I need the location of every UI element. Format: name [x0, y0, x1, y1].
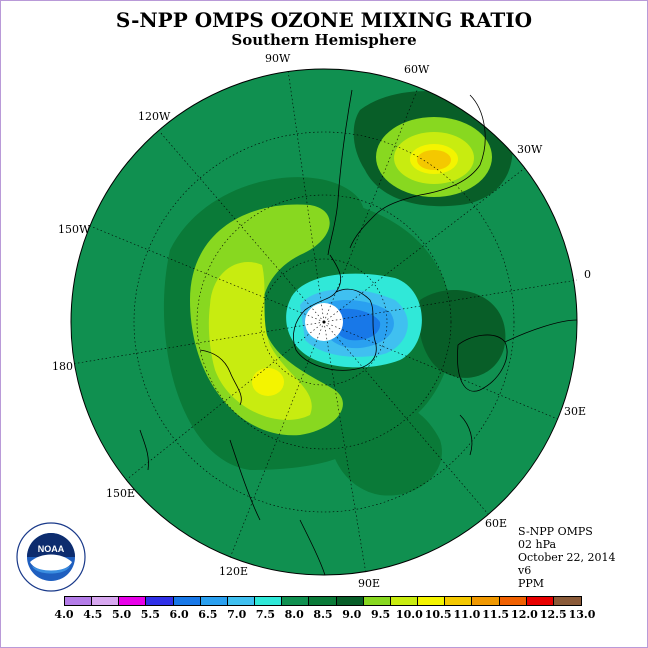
colorbar-swatch	[472, 597, 500, 605]
colorbar-tick-label: 6.0	[169, 608, 189, 621]
colorbar-tick-label: 8.0	[284, 608, 304, 621]
noaa-logo: NOAA	[16, 522, 86, 592]
lon-label-90w: 90W	[265, 52, 291, 65]
colorbar-swatch	[146, 597, 174, 605]
colorbar-tick-label: 10.5	[424, 608, 452, 621]
colorbar-swatch	[445, 597, 473, 605]
product-info: S-NPP OMPS 02 hPa October 22, 2014 v6 PP…	[518, 525, 616, 590]
info-version: v6	[518, 564, 532, 577]
colorbar-tick-label: 13.0	[568, 608, 596, 621]
colorbar-swatch	[200, 597, 228, 605]
lon-label-0: 0	[584, 268, 591, 281]
colorbar-swatch	[336, 597, 364, 605]
colorbar-tick-label: 12.5	[539, 608, 567, 621]
colorbar-swatch	[526, 597, 554, 605]
colorbar-swatch	[227, 597, 256, 605]
colorbar-swatch	[173, 597, 201, 605]
colorbar-swatch	[255, 597, 283, 605]
colorbar-tick-label: 9.0	[342, 608, 362, 621]
colorbar	[64, 596, 582, 606]
colorbar-tick-label: 12.0	[511, 608, 538, 621]
lon-label-30e: 30E	[564, 405, 587, 418]
lon-label-150e: 150E	[106, 487, 136, 500]
lon-label-90e: 90E	[358, 577, 381, 590]
lon-label-30w: 30W	[517, 143, 543, 156]
coastlines	[139, 89, 578, 576]
colorbar-swatch	[119, 597, 147, 605]
lon-label-120w: 120W	[138, 110, 171, 123]
colorbar-tick-label: 10.0	[395, 608, 423, 621]
lon-label-150w: 150W	[58, 223, 91, 236]
colorbar-swatch	[418, 597, 446, 605]
colorbar-tick-label: 7.0	[227, 608, 247, 621]
colorbar-tick-label: 7.5	[255, 608, 276, 621]
map-subtitle: Southern Hemisphere	[231, 31, 417, 49]
colorbar-swatch	[390, 597, 419, 605]
colorbar-tick-label: 8.5	[313, 608, 333, 621]
colorbar-ticks: 4.0 4.5 5.0 5.5 6.0 6.5 7.0 7.5 8.0 8.5 9.0 9.5 10.0…	[0, 608, 648, 624]
colorbar-tick-label: 4.0	[54, 608, 74, 621]
lon-label-60w: 60W	[404, 63, 430, 76]
info-date: October 22, 2014	[518, 551, 616, 564]
colorbar-swatch	[92, 597, 120, 605]
colorbar-tick-label: 4.5	[83, 608, 103, 621]
colorbar-tick-label: 5.5	[140, 608, 160, 621]
colorbar-swatch	[65, 597, 93, 605]
lon-label-60e: 60E	[485, 517, 508, 530]
colorbar-tick-label: 9.5	[370, 608, 391, 621]
lon-label-120e: 120E	[219, 565, 249, 578]
colorbar-swatch	[309, 597, 337, 605]
graticule	[71, 69, 578, 575]
lon-label-180: 180	[52, 360, 73, 373]
info-level: 02 hPa	[518, 538, 557, 551]
map-boundary	[70, 68, 578, 576]
info-product: S-NPP OMPS	[518, 525, 593, 538]
noaa-logo-text: NOAA	[38, 544, 65, 554]
colorbar-swatch	[282, 597, 310, 605]
colorbar-swatch	[499, 597, 527, 605]
colorbar-tick-label: 11.0	[453, 608, 481, 621]
colorbar-tick-label: 11.5	[482, 608, 510, 621]
info-units: PPM	[518, 577, 545, 590]
colorbar-swatch	[553, 597, 581, 605]
colorbar-tick-label: 6.5	[198, 608, 218, 621]
map-title: S-NPP OMPS OZONE MIXING RATIO	[115, 8, 533, 32]
colorbar-swatch	[363, 597, 391, 605]
ozone-field	[71, 69, 577, 575]
colorbar-tick-label: 5.0	[111, 608, 132, 621]
